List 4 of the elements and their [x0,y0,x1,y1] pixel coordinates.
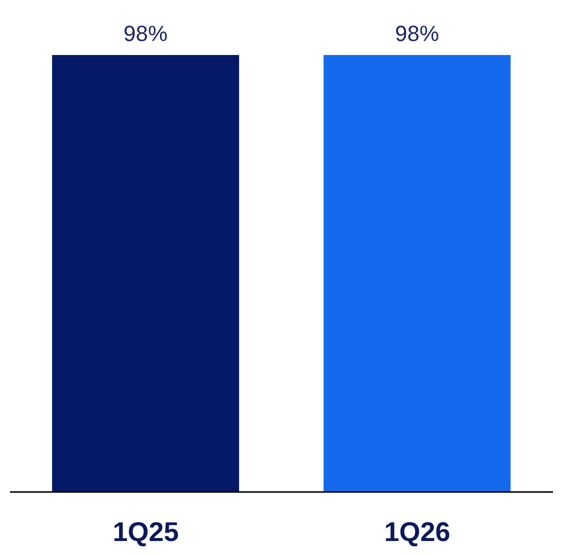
x-tick-label: 1Q26 [384,517,450,548]
x-tick-label: 1Q25 [112,517,179,548]
data-label: 98% [395,21,440,46]
data-label: 98% [124,21,168,46]
